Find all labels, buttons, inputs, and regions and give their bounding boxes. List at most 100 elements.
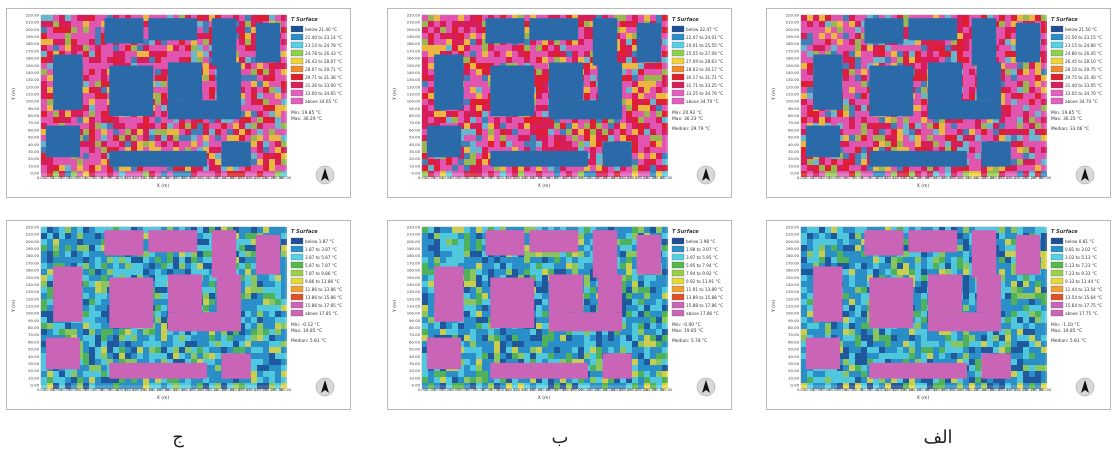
heat-cell (71, 227, 77, 233)
building-footprint (813, 54, 843, 110)
heat-cell (137, 165, 143, 171)
heat-cell (596, 117, 602, 123)
heat-cell (572, 15, 578, 21)
heat-cell (65, 251, 71, 257)
heat-cell (566, 117, 572, 123)
heat-cell (446, 111, 452, 117)
heat-cell (644, 15, 650, 21)
heat-cell (209, 15, 215, 21)
heat-cell (89, 135, 95, 141)
heat-cell (173, 383, 179, 389)
heat-cell (626, 57, 632, 63)
heat-cell (89, 329, 95, 335)
heat-cell (1041, 51, 1047, 57)
heat-cell (257, 353, 263, 359)
heat-cell (542, 147, 548, 153)
heat-cell (101, 111, 107, 117)
heat-cell (482, 153, 488, 159)
heat-cell (602, 135, 608, 141)
y-tick-label: 40.00 (28, 142, 39, 147)
heat-cell (191, 165, 197, 171)
legend-swatch (290, 285, 304, 293)
x-tick-label: 260.00 (246, 176, 259, 180)
heat-cell (446, 245, 452, 251)
heat-cell (221, 129, 227, 135)
x-tick-label: 190.00 (949, 176, 962, 180)
heat-cell (1041, 129, 1047, 135)
heat-cell (185, 129, 191, 135)
heat-cell (191, 377, 197, 383)
heat-cell (83, 287, 89, 293)
heat-cell (1017, 81, 1023, 87)
heat-cell (155, 263, 161, 269)
heat-cell (53, 263, 59, 269)
heat-cell (89, 263, 95, 269)
heat-cell (921, 15, 927, 21)
heat-cell (161, 353, 167, 359)
heat-cell (422, 153, 428, 159)
heat-cell (470, 117, 476, 123)
x-tick-label: 110.00 (505, 176, 518, 180)
heat-cell (209, 147, 215, 153)
heat-cell (161, 99, 167, 105)
heat-cell (59, 171, 65, 177)
y-tick-label: 90.00 (409, 106, 420, 111)
heat-cell (488, 165, 494, 171)
heat-cell (879, 15, 885, 21)
heat-cell (89, 171, 95, 177)
heat-cell (95, 45, 101, 51)
heat-cell (185, 165, 191, 171)
heat-cell (107, 257, 113, 263)
heat-cell (837, 165, 843, 171)
heat-cell (119, 377, 125, 383)
heat-cell (137, 117, 143, 123)
heat-cell (143, 263, 149, 269)
heat-cell (951, 57, 957, 63)
y-tick-label: 60.00 (28, 127, 39, 132)
heat-cell (143, 51, 149, 57)
legend-label: 23.15 to 24.80 °C (1065, 43, 1102, 48)
y-tick-label: 110.00 (26, 304, 40, 309)
heat-cell (203, 305, 209, 311)
heat-cell (101, 311, 107, 317)
heat-cell (95, 159, 101, 165)
heat-cell (59, 233, 65, 239)
heat-cell (209, 341, 215, 347)
heat-cell (155, 69, 161, 75)
heat-cell (71, 383, 77, 389)
heat-cell (873, 129, 879, 135)
x-tick-label: 230.00 (603, 176, 616, 180)
heat-cell (614, 135, 620, 141)
heat-cell (428, 99, 434, 105)
heat-cell (77, 383, 83, 389)
heat-cell (191, 45, 197, 51)
heat-cell (269, 347, 275, 353)
building-footprint (104, 230, 144, 256)
heat-cell (476, 239, 482, 245)
heat-cell (59, 15, 65, 21)
heat-cell (281, 159, 287, 165)
heat-cell (470, 51, 476, 57)
heat-cell (251, 15, 257, 21)
heat-cell (161, 111, 167, 117)
heat-cell (1011, 93, 1017, 99)
heat-cell (861, 171, 867, 177)
heat-cell (263, 353, 269, 359)
heat-cell (548, 147, 554, 153)
building-footprint (869, 65, 914, 117)
heat-cell (957, 33, 963, 39)
heat-cell (59, 371, 65, 377)
heat-cell (209, 359, 215, 365)
heat-cell (107, 335, 113, 341)
heat-cell (807, 99, 813, 105)
heat-cell (83, 353, 89, 359)
heat-cell (584, 63, 590, 69)
heat-cell (281, 87, 287, 93)
heat-cell (143, 27, 149, 33)
stat-label: Max: 36.35 °C (1051, 116, 1082, 122)
heat-cell (1035, 117, 1041, 123)
north-arrow-icon (321, 380, 329, 393)
heat-cell (500, 129, 506, 135)
heat-cell (638, 165, 644, 171)
heat-cell (807, 27, 813, 33)
